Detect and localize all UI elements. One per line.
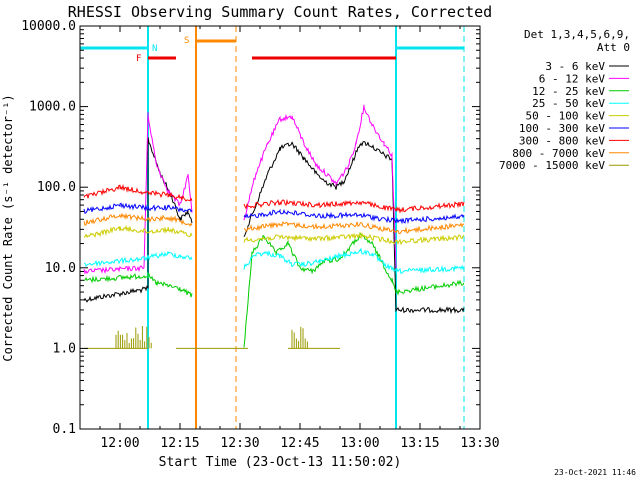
y-tick-label: 10.0 [45,261,76,276]
footer-date: 23-Oct-2021 11:46 [554,468,636,477]
saa-flag-label: S [184,36,189,46]
legend-entry-label: 7000 - 15000 keV [499,159,605,172]
y-axis: 0.1 1.0 10.0 100.0 1000.0 10000.0 [21,19,480,437]
legend-header-line-1: Det 1,3,4,5,6,9, [524,28,630,41]
y-tick-label: 10000.0 [21,19,76,34]
spectral-series [83,104,465,349]
series-line [83,212,465,235]
y-tick-label: 0.1 [53,422,76,437]
series-line [83,202,465,225]
series-line [83,232,465,348]
legend-entry-label: 3 - 6 keV [545,60,605,73]
y-tick-label: 1.0 [53,341,76,356]
legend-entry-label: 12 - 25 keV [532,85,605,98]
legend-entry-label: 6 - 12 keV [539,72,606,85]
x-axis: 12:00 12:15 12:30 12:45 13:00 13:15 13:30 [79,26,500,451]
legend-entry-label: 25 - 50 keV [532,97,605,110]
plot-frame [79,25,481,430]
series-line [83,104,397,275]
legend-entry-label: 800 - 7000 keV [512,147,605,160]
y-tick-label: 1000.0 [29,100,76,115]
series-line [83,183,465,214]
chart-title: RHESSI Observing Summary Count Rates, Co… [68,3,492,21]
series-line [83,247,465,275]
instrument-flag-bars: F N S [80,36,464,64]
legend-entry-label: 50 - 100 keV [526,110,606,123]
x-tick-label: 12:15 [160,436,199,451]
fast-rate-flag-label: F [136,54,141,64]
x-tick-label: 12:45 [280,436,319,451]
legend-entry-label: 100 - 300 keV [519,122,605,135]
series-line [83,137,465,315]
x-tick-label: 13:00 [340,436,379,451]
x-tick-label: 13:30 [460,436,499,451]
x-axis-label: Start Time (23-Oct-13 11:50:02) [159,455,402,470]
night-flag-label: N [152,44,157,54]
series-line [83,224,465,246]
y-axis-label: Corrected Count Rate (s⁻¹ detector⁻¹) [1,94,15,361]
series-line [84,326,340,349]
legend-header-line-2: Att 0 [597,41,630,54]
x-tick-label: 12:30 [220,436,259,451]
x-tick-label: 12:00 [100,436,139,451]
x-tick-label: 13:15 [400,436,439,451]
y-tick-label: 100.0 [37,180,76,195]
legend-entry-label: 300 - 800 keV [519,134,605,147]
